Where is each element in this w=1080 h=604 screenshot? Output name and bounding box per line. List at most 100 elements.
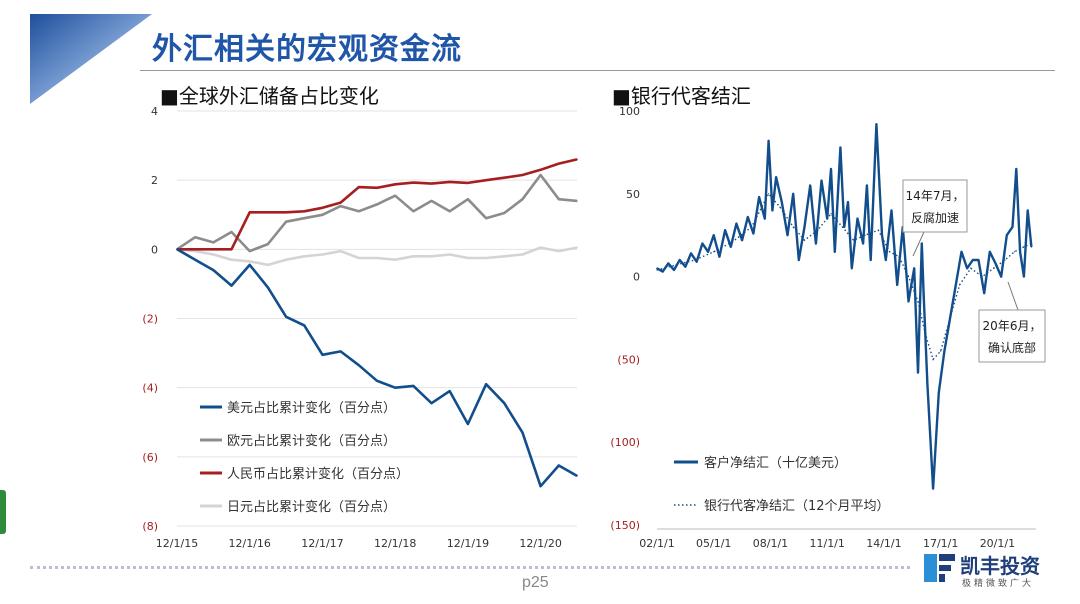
x-tick-label: 12/1/16 [229,537,271,550]
data-point [576,475,578,477]
data-point [430,182,433,185]
data-point [412,255,415,258]
data-point [194,258,196,261]
data-point [771,209,774,212]
x-tick-label: 12/1/19 [447,537,489,550]
data-point [890,209,893,212]
corner-decoration [30,14,152,104]
data-point [750,226,753,228]
data-point [943,350,946,352]
data-point [539,485,542,488]
data-point [989,250,991,253]
data-point [430,402,433,405]
data-point [230,284,233,287]
data-point [856,217,859,220]
data-point [1030,245,1033,248]
data-point [1030,242,1033,245]
data-point [521,174,524,176]
data-point [267,286,269,289]
data-point [932,487,934,490]
data-point [926,383,929,386]
data-point [248,211,251,214]
data-point [907,300,910,303]
data-point [779,206,781,208]
data-point [394,258,396,261]
data-point [376,379,378,382]
data-point [885,259,887,261]
data-point [972,259,974,261]
x-tick-label: 02/1/1 [639,537,674,550]
data-point [321,207,324,209]
data-point [267,211,269,214]
data-point [960,250,963,253]
legend-label: 人民币占比累计变化（百分点） [227,466,409,482]
data-point [576,246,578,249]
data-point [303,255,306,258]
data-point [212,269,215,271]
data-point [558,464,560,467]
data-point [924,333,927,336]
callout-box [902,179,968,233]
data-point [729,245,732,248]
data-point [981,276,983,278]
x-tick-label: 12/1/18 [374,537,416,550]
data-point [820,179,823,182]
callout-box [978,309,1046,363]
data-point [194,250,196,252]
data-point [690,252,692,255]
data-point [826,217,828,220]
data-point [675,264,677,266]
series-line-net [656,122,1033,490]
data-point [993,267,995,269]
data-point [678,259,681,261]
data-point [339,205,342,207]
y-tick-label: (6) [142,451,158,464]
data-point [339,201,342,204]
data-point [732,241,734,243]
data-point [656,269,658,271]
data-point [841,226,843,228]
data-point [285,220,287,223]
legend-label: 日元占比累计变化（百分点） [227,499,396,515]
y-tick-label: (100) [610,436,640,449]
data-point [376,257,378,259]
data-point [430,200,433,202]
data-point [230,231,233,233]
data-point [503,402,506,405]
y-tick-label: (50) [617,353,640,366]
legend-label: 美元占比累计变化（百分点） [227,400,396,416]
page-number: p25 [522,574,549,591]
data-point [922,292,925,294]
data-point [558,162,560,165]
data-point [303,210,306,213]
data-point [673,269,675,271]
data-point [248,260,251,263]
data-point [775,176,777,179]
data-point [485,383,487,386]
callout-leader [912,231,925,257]
data-point [412,385,415,387]
data-point [833,250,836,253]
data-point [1023,275,1025,278]
data-point [866,184,868,187]
data-point [285,315,287,318]
data-point [913,267,915,270]
data-point [896,284,898,286]
data-point [448,253,451,256]
data-point [248,264,251,266]
data-point [881,234,883,236]
data-point [786,234,789,236]
y-tick-label: 2 [151,174,158,187]
data-point [767,193,770,195]
x-tick-label: 20/1/1 [980,537,1015,550]
data-point [1011,226,1014,228]
y-tick-label: (8) [142,520,158,533]
data-point [503,255,506,258]
data-point [746,216,749,218]
data-point [907,276,910,278]
data-point [898,256,900,258]
legend-label: 客户净结汇（十亿美元） [704,455,847,471]
x-tick-label: 12/1/20 [519,537,561,550]
data-point [394,194,396,197]
